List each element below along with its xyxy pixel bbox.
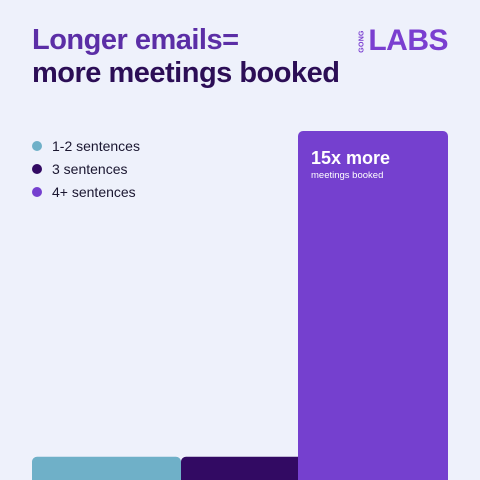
labs-wordmark: LABS [368, 24, 448, 57]
brand-logo: GONG LABS [350, 24, 449, 57]
chart-title: Longer emails= more meetings booked [32, 24, 340, 90]
legend-label: 4+ sentences [52, 183, 136, 200]
annotation-subtitle: meetings booked [311, 170, 384, 181]
chart-legend: 1-2 sentences 3 sentences 4+ sentences [32, 134, 140, 203]
legend-item-3-sentences: 3 sentences [32, 157, 140, 180]
title-line-2: more meetings booked [32, 57, 340, 89]
annotation-title: 15x more [311, 148, 391, 168]
title-line-1: Longer emails= [32, 24, 239, 56]
legend-swatch [32, 163, 42, 174]
legend-swatch [32, 186, 42, 197]
bar-3-sentences [181, 456, 318, 480]
legend-item-4-plus-sentences: 4+ sentences [32, 180, 140, 203]
bar-4-sentences [298, 131, 448, 480]
legend-label: 1-2 sentences [52, 137, 140, 154]
legend-item-1-2-sentences: 1-2 sentences [32, 134, 140, 157]
bar-annotation: 15x more meetings booked [311, 148, 390, 182]
legend-swatch [32, 140, 42, 151]
bar-1-2-sentences [32, 456, 181, 480]
legend-label: 3 sentences [52, 160, 128, 177]
